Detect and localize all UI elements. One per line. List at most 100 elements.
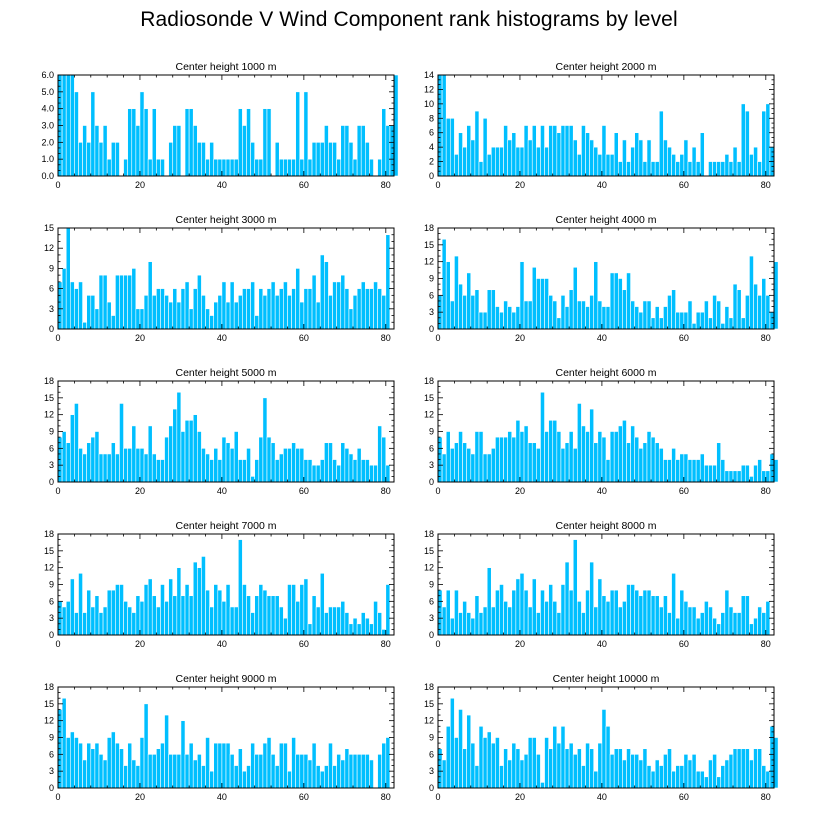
histogram-bar [552, 125, 558, 177]
histogram-bar [266, 737, 272, 789]
histogram-bar [437, 74, 443, 177]
histogram-bar [217, 158, 223, 177]
histogram-bar [143, 453, 149, 483]
histogram-bar [184, 281, 190, 330]
histogram-bar [503, 601, 508, 636]
histogram-bar [151, 295, 157, 330]
histogram-bar [262, 589, 268, 636]
histogram-bar [642, 161, 648, 177]
histogram-bar [749, 154, 754, 177]
panel-title: Center height 9000 m [176, 673, 277, 685]
histogram-bar [307, 459, 313, 483]
histogram-bar [585, 742, 590, 789]
histogram-bar [336, 464, 342, 483]
y-tick-label: 15 [424, 240, 434, 250]
histogram-bar [445, 589, 451, 636]
y-tick-label: 0 [49, 630, 54, 640]
x-tick-label: 20 [515, 486, 525, 496]
histogram-bar [192, 288, 198, 330]
histogram-bar [377, 612, 383, 636]
histogram-bar [699, 132, 705, 177]
histogram-bar [307, 158, 313, 177]
histogram-bar [250, 281, 255, 330]
histogram-bar [663, 139, 668, 177]
histogram-bar [658, 110, 664, 177]
histogram-bar [270, 595, 276, 636]
histogram-bar [495, 737, 500, 789]
histogram-bar [106, 301, 112, 330]
y-tick-label: 6 [429, 596, 434, 606]
histogram-bar [344, 612, 350, 636]
histogram-bar [486, 453, 492, 483]
y-tick-label: 6 [429, 443, 434, 453]
y-tick-label: 3 [429, 766, 434, 776]
histogram-bar [736, 748, 742, 789]
x-tick-label: 40 [597, 180, 607, 190]
histogram-bar [523, 125, 529, 177]
histogram-bar [123, 601, 128, 636]
histogram-bar [687, 300, 693, 330]
histogram-bar [90, 91, 96, 177]
histogram-bar [229, 754, 235, 789]
histogram-bar [536, 146, 541, 177]
histogram-bar [356, 125, 362, 177]
histogram-bar [663, 754, 668, 789]
histogram-bar [82, 612, 87, 636]
histogram-panel: Center height 6000 m 0 20 40 60 80 0 3 6 9 12 15 18 [424, 367, 779, 496]
histogram-bar [646, 589, 652, 636]
histogram-bar [365, 754, 370, 789]
histogram-bar [749, 255, 754, 330]
histogram-bar [213, 301, 219, 330]
histogram-bar [708, 464, 713, 483]
histogram-bar [691, 606, 697, 636]
histogram-bar [626, 584, 631, 636]
histogram-bar [490, 146, 496, 177]
histogram-bar [332, 459, 337, 483]
histogram-bar [377, 288, 383, 330]
y-tick-label: 6 [49, 749, 54, 759]
histogram-bar [209, 606, 215, 636]
histogram-bar [458, 132, 463, 177]
histogram-bar [139, 448, 145, 483]
y-tick-label: 15 [44, 546, 54, 556]
histogram-bar [229, 606, 235, 636]
histogram-bar [110, 142, 116, 177]
histogram-bar [581, 612, 586, 636]
histogram-bar [299, 158, 305, 177]
histogram-bar [679, 765, 685, 789]
histogram-bar [564, 125, 570, 177]
histogram-bar [82, 453, 87, 483]
histogram-bar [519, 146, 525, 177]
histogram-bar [143, 703, 149, 789]
y-tick-label: 2 [429, 157, 434, 167]
histogram-bar [540, 278, 545, 330]
histogram-bar [78, 142, 83, 177]
histogram-bar [180, 288, 186, 330]
histogram-bar [225, 158, 231, 177]
histogram-bar [704, 776, 709, 789]
histogram-bar [332, 765, 337, 789]
histogram-bar [319, 254, 325, 330]
y-tick-label: 6.0 [41, 70, 54, 80]
histogram-bar [156, 288, 161, 330]
histogram-bar [86, 142, 92, 177]
histogram-bar [609, 589, 615, 636]
histogram-bar [311, 142, 317, 177]
histogram-bar [499, 436, 504, 483]
histogram-bar [740, 748, 746, 789]
histogram-bar [74, 612, 79, 636]
histogram-bar [147, 261, 153, 330]
histogram-bar [495, 306, 500, 330]
y-tick-label: 2.0 [41, 137, 54, 147]
histogram-bar [160, 158, 165, 177]
histogram-panel: Center height 2000 m 0 20 40 60 80 0 2 4 6 8 10 12 14 [424, 61, 775, 190]
histogram-bar [205, 589, 210, 636]
histogram-bar [192, 125, 198, 177]
panel-title: Center height 5000 m [176, 367, 277, 379]
histogram-bar [605, 154, 611, 177]
histogram-bar [385, 737, 391, 789]
histogram-bar [160, 459, 165, 483]
histogram-bar [127, 274, 133, 330]
histogram-bar [589, 139, 595, 177]
histogram-bar [172, 288, 178, 330]
